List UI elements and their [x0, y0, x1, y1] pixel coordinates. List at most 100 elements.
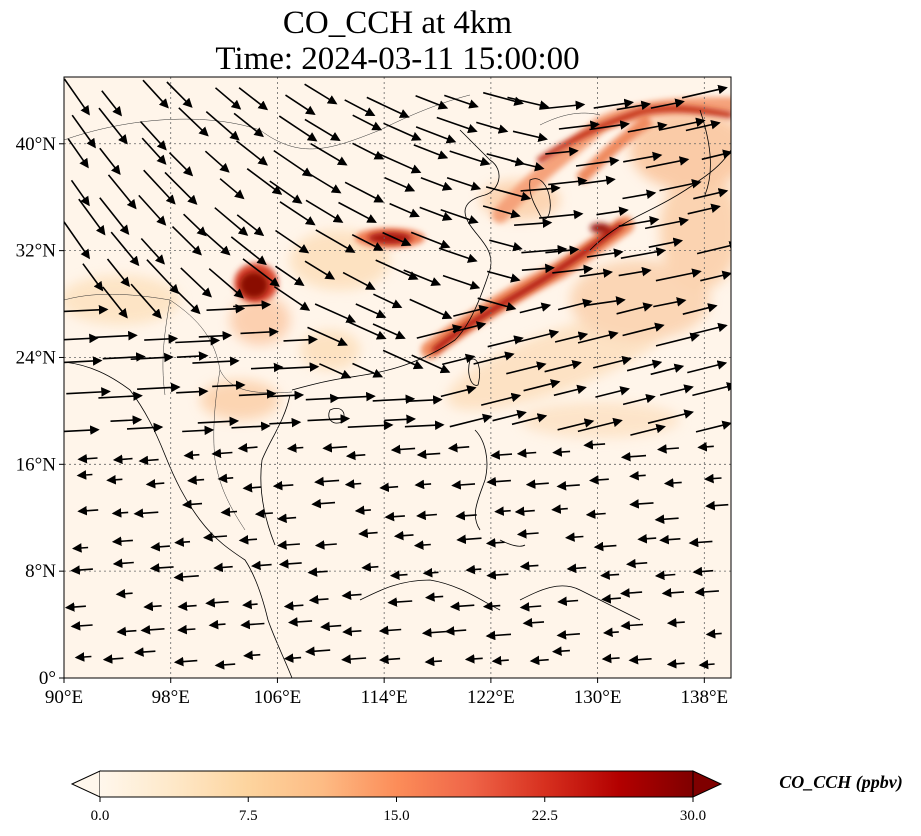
wind-arrow: [230, 236, 267, 266]
wind-arrow: [178, 107, 209, 137]
wind-arrow: [238, 87, 269, 111]
wind-arrow: [404, 420, 445, 430]
wind-arrow: [521, 244, 568, 255]
wind-arrow: [70, 565, 93, 575]
wind-arrow: [205, 110, 240, 141]
wind-arrow: [620, 247, 666, 259]
wind-arrow: [173, 656, 198, 667]
wind-arrow: [444, 626, 467, 636]
wind-arrow: [384, 511, 405, 522]
wind-arrow: [231, 421, 271, 432]
wind-arrow: [268, 390, 305, 401]
wind-arrow: [655, 268, 702, 282]
wind-arrow: [106, 258, 131, 288]
colorbar-tick-label: 7.5: [239, 808, 258, 824]
y-tick-label: 16°N: [16, 454, 57, 475]
wind-arrow: [351, 233, 384, 251]
wind-arrow: [95, 330, 138, 341]
wind-arrow: [485, 538, 505, 548]
wind-arrow: [552, 447, 571, 457]
wind-arrow: [442, 274, 481, 290]
wind-arrow: [283, 334, 318, 345]
map-background: [64, 77, 731, 678]
wind-arrow: [341, 590, 362, 600]
wind-arrow: [586, 248, 624, 258]
x-tick-label: 98°E: [152, 687, 190, 708]
x-tick-label: 122°E: [467, 687, 515, 708]
wind-arrow: [620, 620, 644, 631]
wind-arrow: [485, 186, 532, 202]
wind-arrow: [310, 143, 348, 166]
wind-arrow: [650, 363, 685, 376]
wind-arrow: [525, 479, 549, 489]
wind-arrow: [648, 237, 684, 248]
wind-arrow: [110, 231, 140, 267]
wind-arrow: [208, 619, 226, 630]
wind-arrow: [304, 118, 341, 142]
wind-arrow: [659, 384, 694, 396]
wind-arrow: [111, 536, 133, 547]
wind-arrow: [145, 479, 165, 489]
wind-arrow: [438, 247, 478, 263]
wind-arrow: [507, 96, 550, 110]
wind-arrow: [413, 540, 431, 550]
wind-arrow: [487, 335, 524, 348]
wind-arrow: [246, 168, 283, 195]
wind-arrow: [171, 226, 202, 256]
wind-arrow: [419, 206, 453, 221]
wind-arrow: [449, 601, 475, 612]
wind-arrow: [552, 264, 594, 275]
wind-arrow: [82, 263, 104, 292]
y-tick-label: 0°: [39, 668, 56, 689]
wind-arrow: [177, 601, 197, 612]
wind-arrow: [315, 229, 356, 253]
wind-arrow: [485, 630, 512, 641]
wind-arrow: [102, 352, 146, 362]
wind-arrow: [345, 450, 366, 461]
wind-arrow: [557, 298, 593, 311]
wind-arrow: [240, 327, 279, 337]
wind-arrow: [666, 617, 685, 628]
wind-arrow: [452, 321, 487, 333]
wind-arrow: [622, 189, 657, 200]
wind-arrow: [692, 382, 731, 397]
wind-arrow: [238, 389, 277, 399]
wind-arrow: [620, 588, 643, 598]
wind-arrow: [416, 449, 441, 460]
wind-arrow: [548, 176, 588, 187]
colorbar-gradient: [100, 771, 693, 797]
wind-arrow: [150, 542, 170, 552]
wind-arrow: [285, 94, 316, 115]
wind-arrow: [451, 480, 476, 490]
wind-arrow: [389, 202, 420, 218]
wind-arrow: [112, 454, 133, 465]
wind-arrow: [520, 183, 561, 194]
wind-arrow: [341, 654, 367, 664]
wind-arrow: [616, 100, 651, 111]
wind-arrow: [192, 356, 240, 366]
colorbar-min-extension: [70, 770, 101, 798]
wind-arrow: [545, 146, 579, 157]
wind-arrow: [701, 149, 731, 161]
wind-arrow: [254, 508, 273, 519]
wind-arrow: [77, 505, 99, 516]
wind-arrow: [220, 507, 238, 517]
wind-arrow: [486, 270, 521, 283]
wind-arrow: [440, 208, 479, 225]
x-tick-label: 90°E: [45, 687, 83, 708]
wind-arrow: [552, 646, 570, 656]
wind-arrow: [202, 230, 231, 256]
wind-arrow: [554, 331, 589, 343]
wind-arrow: [243, 650, 261, 661]
wind-arrow: [217, 473, 234, 484]
wind-arrow: [626, 558, 648, 569]
wind-arrow: [659, 117, 706, 131]
wind-arrow: [277, 540, 300, 550]
wind-arrow: [272, 480, 294, 491]
colorbar-max-extension: [692, 770, 723, 798]
wind-arrow: [242, 482, 262, 493]
x-tick-label: 114°E: [361, 687, 408, 708]
y-axis: 0° 8°N 16°N 24°N 32°N 40°N: [16, 134, 64, 689]
y-tick-label: 32°N: [16, 241, 57, 262]
